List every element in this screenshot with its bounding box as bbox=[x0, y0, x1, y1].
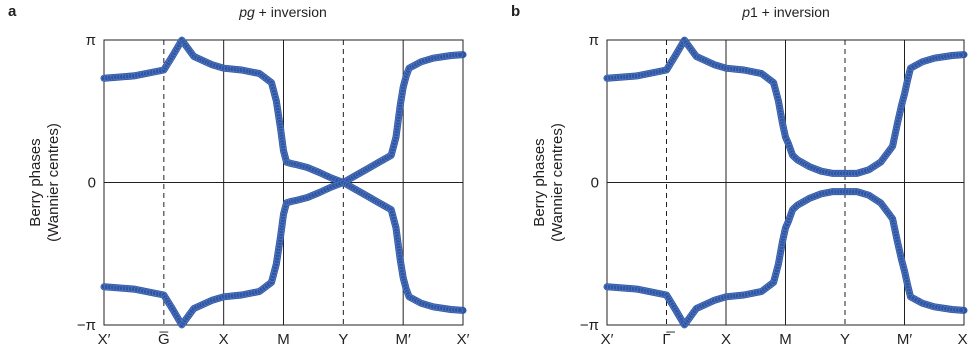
x-tick-label: Y bbox=[840, 331, 850, 348]
x-tick-label: Γ̅ bbox=[662, 331, 675, 348]
plot-frame bbox=[103, 39, 464, 326]
x-tick-label: X bbox=[721, 331, 731, 348]
x-tick-label: X bbox=[219, 331, 229, 348]
data-point bbox=[958, 51, 964, 58]
data-point bbox=[457, 307, 463, 314]
chart-title-rest: 1 + inversion bbox=[750, 4, 830, 20]
x-tick-label: M′ bbox=[396, 331, 411, 348]
panel-label: a bbox=[8, 3, 17, 20]
panel-a: a pg + inversion Berry phases (Wannier cent… bbox=[8, 3, 470, 348]
chart-title-italic: pg bbox=[238, 4, 255, 20]
x-tick-label: X′ bbox=[958, 331, 968, 348]
data-point bbox=[958, 307, 964, 314]
chart-title: p1 + inversion bbox=[741, 4, 830, 20]
y-axis-label-line2: (Wannier centres) bbox=[549, 123, 566, 242]
y-tick-label: −π bbox=[580, 317, 599, 334]
x-tick-label: G̅ bbox=[158, 331, 170, 348]
y-tick-label: 0 bbox=[88, 175, 96, 192]
chart-title-rest: + inversion bbox=[255, 4, 327, 20]
panel-label: b bbox=[511, 3, 520, 20]
y-axis-label-line2: (Wannier centres) bbox=[45, 123, 62, 242]
series-markers bbox=[604, 188, 964, 328]
x-tick-label: M′ bbox=[897, 331, 912, 348]
series-markers bbox=[604, 37, 964, 177]
y-tick-label: π bbox=[86, 32, 96, 49]
x-tick-label: M bbox=[277, 331, 290, 348]
y-tick-label: 0 bbox=[591, 175, 599, 192]
y-tick-label: −π bbox=[77, 317, 96, 334]
chart-title: pg + inversion bbox=[238, 4, 327, 20]
plot-frame bbox=[606, 39, 965, 326]
x-tick-label: Y bbox=[338, 331, 348, 348]
data-point bbox=[457, 51, 463, 58]
series-markers bbox=[101, 37, 463, 186]
x-tick-label: X′ bbox=[98, 331, 111, 348]
series-markers bbox=[101, 179, 463, 328]
y-tick-label: π bbox=[589, 32, 599, 49]
x-tick-label: X′ bbox=[601, 331, 614, 348]
chart-title-italic: p bbox=[741, 4, 750, 20]
y-axis-label-line1: Berry phases bbox=[27, 138, 44, 226]
y-axis-label-line1: Berry phases bbox=[531, 138, 548, 226]
panel-b: b p1 + inversion Berry phases (Wannier cent… bbox=[511, 3, 968, 348]
x-tick-label: M bbox=[779, 331, 792, 348]
x-tick-label: X′ bbox=[457, 331, 470, 348]
